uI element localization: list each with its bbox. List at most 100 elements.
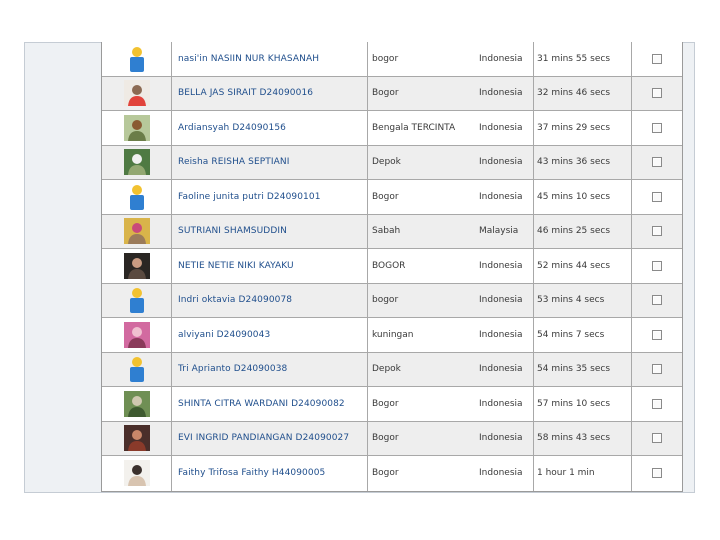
last-access-text: 54 mins 7 secs: [537, 329, 605, 340]
select-checkbox[interactable]: [652, 122, 662, 133]
avatar-cell: [102, 249, 172, 283]
select-cell: [632, 284, 682, 318]
default-user-icon[interactable]: [124, 287, 150, 314]
last-access-text: 52 mins 44 secs: [537, 260, 611, 271]
city-text: Bengala TERCINTA: [372, 122, 456, 133]
user-photo-avatar[interactable]: [123, 218, 150, 245]
avatar-cell: [102, 352, 172, 386]
city-cell: Bogor: [368, 77, 476, 111]
city-text: Bogor: [372, 468, 399, 479]
user-name-link[interactable]: Faithy Trifosa Faithy H44090005: [178, 468, 326, 479]
city-cell: bogor: [368, 284, 476, 318]
user-name-link[interactable]: EVI INGRID PANDIANGAN D24090027: [178, 433, 350, 444]
country-text: Indonesia: [479, 364, 523, 375]
avatar-cell: [102, 111, 172, 145]
table-row: Reisha REISHA SEPTIANI Depok Indonesia 4…: [102, 145, 682, 180]
last-access-cell: 58 mins 43 secs: [534, 421, 632, 455]
select-checkbox[interactable]: [652, 433, 662, 444]
country-cell: Indonesia: [476, 76, 534, 110]
select-checkbox[interactable]: [652, 329, 662, 340]
name-cell: Tri Aprianto D24090038: [172, 352, 368, 386]
user-name-link[interactable]: NETIE NETIE NIKI KAYAKU: [178, 260, 294, 271]
avatar-cell: [102, 145, 172, 179]
last-access-cell: 1 hour 1 min: [534, 456, 632, 491]
user-photo-avatar[interactable]: [123, 80, 150, 107]
city-cell: Bogor: [368, 422, 476, 456]
select-cell: [632, 42, 682, 76]
name-cell: alviyani D24090043: [172, 318, 368, 352]
name-cell: Reisha REISHA SEPTIANI: [172, 145, 368, 179]
select-checkbox[interactable]: [652, 295, 662, 306]
select-cell: [632, 146, 682, 180]
country-text: Indonesia: [479, 398, 523, 409]
default-user-icon[interactable]: [124, 356, 150, 383]
user-name-link[interactable]: Tri Aprianto D24090038: [178, 364, 288, 375]
city-text: bogor: [372, 53, 399, 64]
avatar-cell: [102, 42, 172, 76]
country-text: Indonesia: [479, 53, 523, 64]
table-row: EVI INGRID PANDIANGAN D24090027 Bogor In…: [102, 421, 682, 456]
table-row: Tri Aprianto D24090038 Depok Indonesia 5…: [102, 352, 682, 387]
name-cell: Ardiansyah D24090156: [172, 111, 368, 145]
table-row: alviyani D24090043 kuningan Indonesia 54…: [102, 318, 682, 353]
user-name-link[interactable]: SHINTA CITRA WARDANI D24090082: [178, 398, 345, 409]
select-checkbox[interactable]: [652, 157, 662, 168]
country-text: Indonesia: [479, 433, 523, 444]
user-name-link[interactable]: Faoline junita putri D24090101: [178, 191, 321, 202]
last-access-cell: 46 mins 25 secs: [534, 214, 632, 248]
table-body: nasi'in NASIIN NUR KHASANAH bogor Indone…: [102, 42, 682, 491]
user-name-link[interactable]: Reisha REISHA SEPTIANI: [178, 157, 290, 168]
default-user-icon[interactable]: [124, 46, 150, 72]
user-name-link[interactable]: nasi'in NASIIN NUR KHASANAH: [178, 53, 320, 64]
country-text: Indonesia: [479, 88, 523, 99]
user-name-link[interactable]: alviyani D24090043: [178, 329, 271, 340]
country-cell: Indonesia: [476, 180, 534, 214]
table-row: NETIE NETIE NIKI KAYAKU BOGOR Indonesia …: [102, 249, 682, 284]
select-checkbox[interactable]: [652, 260, 662, 271]
user-name-link[interactable]: Ardiansyah D24090156: [178, 122, 286, 133]
last-access-cell: 31 mins 55 secs: [534, 42, 632, 76]
user-photo-avatar[interactable]: [123, 390, 150, 417]
last-access-text: 43 mins 36 secs: [537, 157, 611, 168]
user-photo-avatar[interactable]: [123, 252, 150, 279]
city-text: kuningan: [372, 329, 414, 340]
country-cell: Indonesia: [476, 145, 534, 179]
select-checkbox[interactable]: [652, 468, 662, 479]
avatar-cell: [102, 214, 172, 248]
country-text: Indonesia: [479, 295, 523, 306]
user-photo-avatar[interactable]: [123, 114, 150, 141]
city-text: Bogor: [372, 191, 399, 202]
select-cell: [632, 249, 682, 283]
country-cell: Malaysia: [476, 214, 534, 248]
city-text: BOGOR: [372, 260, 406, 271]
name-cell: Faithy Trifosa Faithy H44090005: [172, 456, 368, 491]
user-photo-avatar[interactable]: [123, 321, 150, 348]
user-photo-avatar[interactable]: [123, 149, 150, 176]
user-name-link[interactable]: BELLA JAS SIRAIT D24090016: [178, 88, 314, 99]
select-cell: [632, 422, 682, 456]
user-name-link[interactable]: SUTRIANI SHAMSUDDIN: [178, 226, 287, 237]
last-access-cell: 45 mins 10 secs: [534, 180, 632, 214]
city-text: Depok: [372, 157, 401, 168]
select-checkbox[interactable]: [652, 226, 662, 237]
country-text: Indonesia: [479, 157, 523, 168]
table-row: nasi'in NASIIN NUR KHASANAH bogor Indone…: [102, 42, 682, 77]
country-cell: Indonesia: [476, 352, 534, 386]
select-cell: [632, 77, 682, 111]
city-cell: kuningan: [368, 318, 476, 352]
country-text: Indonesia: [479, 191, 523, 202]
select-checkbox[interactable]: [652, 53, 662, 64]
table-row: Ardiansyah D24090156 Bengala TERCINTA In…: [102, 111, 682, 146]
select-cell: [632, 456, 682, 491]
select-cell: [632, 180, 682, 214]
user-photo-avatar[interactable]: [123, 460, 150, 487]
select-checkbox[interactable]: [652, 88, 662, 99]
select-checkbox[interactable]: [652, 191, 662, 202]
name-cell: nasi'in NASIIN NUR KHASANAH: [172, 42, 368, 76]
select-cell: [632, 215, 682, 249]
user-name-link[interactable]: Indri oktavia D24090078: [178, 295, 293, 306]
user-photo-avatar[interactable]: [123, 425, 150, 452]
select-checkbox[interactable]: [652, 364, 662, 375]
select-checkbox[interactable]: [652, 398, 662, 409]
default-user-icon[interactable]: [124, 184, 150, 210]
